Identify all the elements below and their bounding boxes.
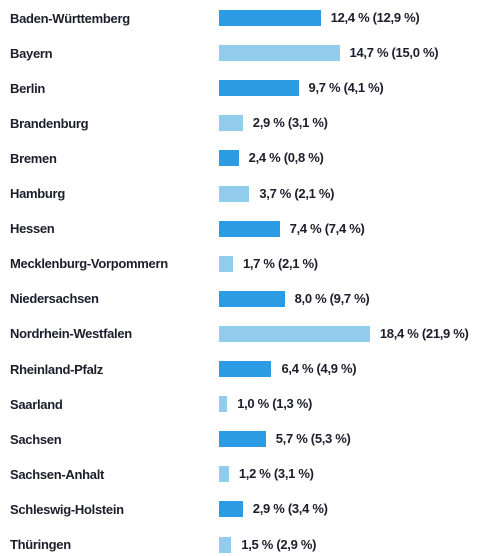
category-label: Sachsen-Anhalt	[10, 466, 105, 482]
category-label: Schleswig-Holstein	[10, 501, 124, 517]
bar	[219, 501, 243, 518]
value-label: 2,9 % (3,1 %)	[252, 115, 328, 131]
bar	[219, 396, 228, 413]
value-label: 14,7 % (15,0 %)	[349, 45, 439, 61]
bar	[219, 325, 370, 342]
bar-row: Schleswig-Holstein 2,9 % (3,4 %)	[0, 500, 486, 518]
bar	[219, 80, 299, 97]
bar-row: Sachsen-Anhalt 1,2 % (3,1 %)	[0, 465, 486, 483]
bar	[219, 255, 233, 272]
bar-row: Bremen 2,4 % (0,8 %)	[0, 149, 486, 167]
bar	[219, 10, 321, 26]
category-label: Niedersachsen	[10, 291, 99, 307]
bar-row: Baden-Württemberg 12,4 % (12,9 %)	[0, 9, 486, 27]
bar	[219, 536, 232, 553]
bar-row: Brandenburg 2,9 % (3,1 %)	[0, 114, 486, 132]
value-label: 1,0 % (1,3 %)	[237, 396, 313, 412]
bar-row: Thüringen 1,5 % (2,9 %)	[0, 536, 486, 554]
bar-row: Mecklenburg-Vorpommern 1,7 % (2,1 %)	[0, 255, 486, 273]
bar-row: Hamburg 3,7 % (2,1 %)	[0, 185, 486, 203]
value-label: 7,4 % (7,4 %)	[289, 220, 365, 236]
category-label: Saarland	[10, 396, 63, 412]
value-label: 9,7 % (4,1 %)	[308, 80, 384, 96]
bar-row: Sachsen 5,7 % (5,3 %)	[0, 430, 486, 448]
value-label: 1,2 % (3,1 %)	[238, 466, 314, 482]
bar	[219, 431, 266, 448]
value-label: 18,4 % (21,9 %)	[379, 325, 469, 341]
value-label: 3,7 % (2,1 %)	[259, 185, 335, 201]
category-label: Rheinland-Pfalz	[10, 361, 104, 377]
value-label: 2,4 % (0,8 %)	[248, 150, 324, 166]
category-label: Hessen	[10, 221, 55, 237]
category-label: Sachsen	[10, 431, 62, 447]
bar	[219, 115, 243, 132]
category-label: Nordrhein-Westfalen	[10, 326, 132, 342]
bar	[219, 220, 280, 237]
bar	[219, 361, 272, 377]
bar-row: Nordrhein-Westfalen 18,4 % (21,9 %)	[0, 325, 486, 343]
bar-row: Rheinland-Pfalz 6,4 % (4,9 %)	[0, 360, 486, 378]
category-label: Mecklenburg-Vorpommern	[10, 256, 168, 272]
value-label: 8,0 % (9,7 %)	[294, 290, 370, 306]
bar-row: Bayern 14,7 % (15,0 %)	[0, 44, 486, 62]
bar-row: Hessen 7,4 % (7,4 %)	[0, 220, 486, 238]
category-label: Baden-Württemberg	[10, 10, 130, 26]
category-label: Thüringen	[10, 537, 71, 552]
category-label: Hamburg	[10, 186, 65, 201]
category-label: Berlin	[10, 80, 46, 96]
value-label: 1,7 % (2,1 %)	[242, 255, 318, 271]
value-label: 1,5 % (2,9 %)	[241, 536, 317, 552]
bar-row: Saarland 1,0 % (1,3 %)	[0, 395, 486, 413]
bar	[219, 466, 229, 483]
value-label: 6,4 % (4,9 %)	[281, 361, 357, 376]
bar-row: Berlin 9,7 % (4,1 %)	[0, 79, 486, 97]
bar	[219, 185, 250, 202]
category-label: Bayern	[10, 45, 53, 61]
category-label: Bremen	[10, 150, 57, 166]
bar-row: Niedersachsen 8,0 % (9,7 %)	[0, 290, 486, 308]
value-label: 5,7 % (5,3 %)	[275, 431, 351, 447]
bar	[219, 290, 285, 307]
bar	[219, 45, 340, 62]
value-label: 2,9 % (3,4 %)	[252, 501, 328, 517]
value-label: 12,4 % (12,9 %)	[330, 10, 420, 25]
bar	[219, 150, 239, 167]
category-label: Brandenburg	[10, 115, 89, 131]
